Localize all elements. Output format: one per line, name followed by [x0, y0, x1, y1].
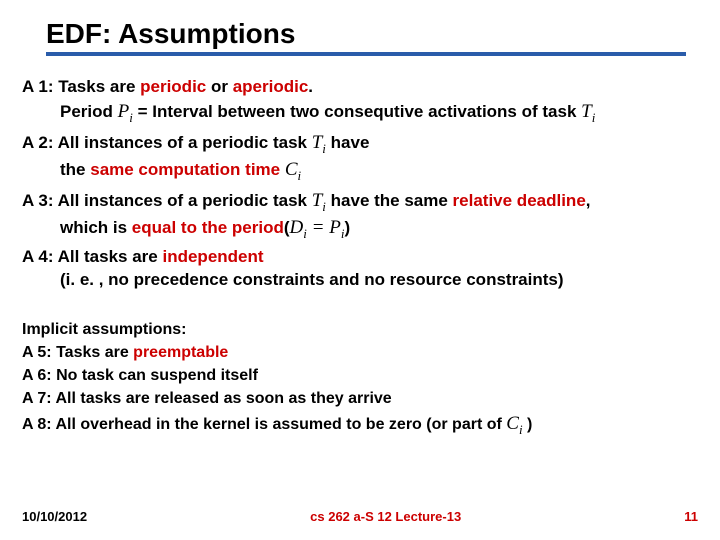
text-red: preemptable	[133, 344, 228, 361]
text-red: same computation time	[90, 160, 280, 179]
text: Period	[60, 102, 118, 121]
assumption-a3: A 3: All instances of a periodic task Ti…	[22, 188, 698, 242]
subscript-i: i	[341, 226, 345, 241]
text: A 3: All instances of a periodic task	[22, 191, 312, 210]
text: the	[60, 160, 90, 179]
text: = Interval between two consequtive activ…	[133, 102, 581, 121]
symbol-P: P	[329, 217, 341, 238]
title-block: EDF: Assumptions	[46, 18, 698, 56]
assumption-a1: A 1: Tasks are periodic or aperiodic. Pe…	[22, 76, 698, 126]
subscript-i: i	[298, 168, 302, 183]
a1-line1: A 1: Tasks are periodic or aperiodic.	[22, 76, 698, 99]
text: A 8: All overhead in the kernel is assum…	[22, 416, 506, 433]
symbol-P: P	[118, 101, 130, 122]
text-red: periodic	[140, 77, 206, 96]
text: A 4: All tasks are	[22, 247, 162, 266]
subscript-i: i	[592, 110, 596, 125]
assumption-a4: A 4: All tasks are independent (i. e. , …	[22, 246, 698, 292]
assumption-a6: A 6: No task can suspend itself	[22, 364, 698, 387]
text: ,	[586, 191, 591, 210]
assumption-a8: A 8: All overhead in the kernel is assum…	[22, 410, 698, 439]
assumption-a7: A 7: All tasks are released as soon as t…	[22, 387, 698, 410]
text: .	[308, 77, 313, 96]
assumption-a5: A 5: Tasks are preemptable	[22, 341, 698, 364]
text: have the same	[326, 191, 453, 210]
a2-line2: the same computation time Ci	[60, 157, 698, 184]
slide: EDF: Assumptions A 1: Tasks are periodic…	[0, 0, 720, 540]
text: A 2: All instances of a periodic task	[22, 133, 312, 152]
footer-page: 11	[684, 509, 698, 524]
subscript-i: i	[303, 226, 307, 241]
text: )	[523, 416, 533, 433]
symbol-T: T	[581, 101, 592, 122]
text-red: independent	[162, 247, 263, 266]
footer-date: 10/10/2012	[22, 509, 87, 524]
text-red: equal to the period	[132, 218, 284, 237]
footer-course: cs 262 a-S 12 Lecture-13	[310, 509, 461, 524]
text: A 1: Tasks are	[22, 77, 140, 96]
symbol-T: T	[312, 132, 323, 153]
body: A 1: Tasks are periodic or aperiodic. Pe…	[22, 76, 698, 439]
text: or	[206, 77, 232, 96]
text: have	[326, 133, 369, 152]
symbol-D: D	[290, 217, 304, 238]
symbol-C: C	[506, 413, 519, 434]
assumption-a2: A 2: All instances of a periodic task Ti…	[22, 130, 698, 184]
symbol-C: C	[285, 159, 298, 180]
text: )	[344, 218, 350, 237]
text: A 5: Tasks are	[22, 344, 133, 361]
subscript-i: i	[322, 141, 326, 156]
title-underline	[46, 52, 686, 56]
a4-line2: (i. e. , no precedence constraints and n…	[60, 269, 698, 292]
text-red: aperiodic	[233, 77, 309, 96]
implicit-header: Implicit assumptions:	[22, 318, 698, 341]
slide-title: EDF: Assumptions	[46, 18, 698, 52]
subscript-i: i	[129, 110, 133, 125]
text-red: relative deadline	[453, 191, 586, 210]
equals: =	[307, 217, 329, 238]
symbol-T: T	[312, 190, 323, 211]
footer: 10/10/2012 cs 262 a-S 12 Lecture-13 11	[0, 509, 720, 524]
subscript-i: i	[519, 422, 523, 437]
text: which is	[60, 218, 132, 237]
a4-line1: A 4: All tasks are independent	[22, 246, 698, 269]
a3-line2: which is equal to the period(Di = Pi)	[60, 215, 698, 242]
implicit-block: Implicit assumptions: A 5: Tasks are pre…	[22, 318, 698, 440]
subscript-i: i	[322, 199, 326, 214]
a1-line2: Period Pi = Interval between two consequ…	[60, 99, 698, 126]
a3-line1: A 3: All instances of a periodic task Ti…	[22, 188, 698, 215]
a2-line1: A 2: All instances of a periodic task Ti…	[22, 130, 698, 157]
